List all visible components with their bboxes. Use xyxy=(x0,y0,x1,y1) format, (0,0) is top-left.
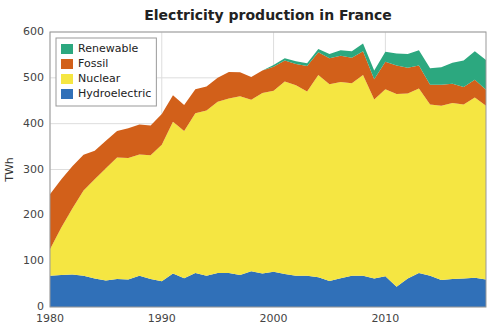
title: Electricity production in France xyxy=(144,7,392,23)
y-tick-label: 100 xyxy=(23,254,44,267)
y-tick-label: 600 xyxy=(23,25,44,38)
x-tick-label: 2010 xyxy=(371,312,399,325)
chart: 01002003004005006001980199020002010Elect… xyxy=(0,0,500,331)
y-tick-label: 400 xyxy=(23,117,44,130)
legend-label: Hydroelectric xyxy=(78,87,151,100)
legend-label: Fossil xyxy=(78,57,108,70)
y-tick-label: 200 xyxy=(23,208,44,221)
areas xyxy=(50,43,486,307)
y-axis-label: TWh xyxy=(3,157,16,183)
legend-swatch xyxy=(61,44,73,54)
legend: Renewable Fossil Nuclear Hydroelectric xyxy=(56,38,156,106)
area xyxy=(50,75,486,287)
x-tick-label: 2000 xyxy=(260,312,288,325)
legend-swatch xyxy=(61,74,73,84)
area xyxy=(50,51,486,249)
x-tick-label: 1980 xyxy=(36,312,64,325)
x-tick-label: 1990 xyxy=(148,312,176,325)
legend-label: Renewable xyxy=(78,42,138,55)
grid xyxy=(50,32,486,307)
legend-label: Nuclear xyxy=(78,72,121,85)
y-tick-label: 500 xyxy=(23,71,44,84)
legend-box xyxy=(56,38,156,106)
legend-swatch xyxy=(61,89,73,99)
legend-swatch xyxy=(61,59,73,69)
plot-frame xyxy=(50,32,486,307)
y-tick-label: 300 xyxy=(23,163,44,176)
